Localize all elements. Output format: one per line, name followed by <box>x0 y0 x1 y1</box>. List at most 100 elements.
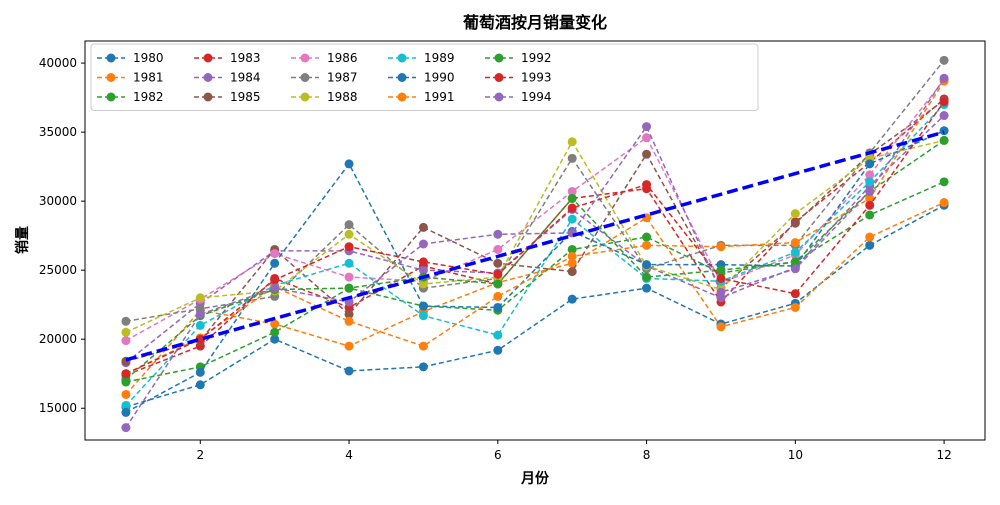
data-point <box>790 289 800 299</box>
data-point <box>418 265 428 275</box>
legend-label: 1984 <box>230 71 261 85</box>
data-point <box>195 293 205 303</box>
legend-label: 1985 <box>230 90 261 104</box>
data-point <box>270 258 280 268</box>
data-point <box>344 159 354 169</box>
data-point <box>567 294 577 304</box>
data-point <box>270 249 280 259</box>
legend-item-1982: 1982 <box>97 90 164 104</box>
data-point <box>567 244 577 254</box>
series-line <box>125 77 945 428</box>
data-point <box>790 264 800 274</box>
series-1991 <box>121 76 949 379</box>
data-point <box>270 275 280 285</box>
data-point <box>865 159 875 169</box>
legend-label: 1993 <box>521 71 552 85</box>
data-point <box>121 316 131 326</box>
x-tick-label: 8 <box>643 448 651 462</box>
series-1983 <box>121 94 949 380</box>
data-point <box>344 258 354 268</box>
series-1981 <box>121 198 949 399</box>
data-point <box>493 244 503 254</box>
x-tick-label: 12 <box>936 448 951 462</box>
series-1993 <box>121 97 949 379</box>
data-point <box>567 193 577 203</box>
legend-swatch-marker <box>397 92 407 102</box>
legend-swatch-marker <box>494 92 504 102</box>
data-point <box>344 366 354 376</box>
trend-line <box>125 130 945 362</box>
legend-item-1984: 1984 <box>194 71 261 85</box>
legend-swatch-marker <box>397 73 407 82</box>
legend-label: 1982 <box>133 90 164 104</box>
series-line <box>125 101 945 375</box>
data-point <box>344 242 354 252</box>
legend-item-1989: 1989 <box>388 51 455 65</box>
legend-item-1990: 1990 <box>388 71 455 85</box>
y-tick-label: 35000 <box>39 125 77 139</box>
data-point <box>939 198 949 208</box>
data-point <box>195 380 205 390</box>
legend-swatch-marker <box>106 53 116 63</box>
data-point <box>865 186 875 196</box>
data-point <box>716 265 726 275</box>
data-point <box>493 330 503 340</box>
data-point <box>195 320 205 330</box>
data-point <box>642 149 652 159</box>
legend-item-1992: 1992 <box>485 51 552 65</box>
data-point <box>567 267 577 277</box>
legend-item-1993: 1993 <box>485 71 552 85</box>
series-line <box>125 201 945 395</box>
legend-label: 1989 <box>424 51 455 65</box>
legend-swatch-marker <box>203 92 213 102</box>
legend-swatch-marker <box>106 73 116 82</box>
data-point <box>418 279 428 289</box>
data-point <box>195 367 205 377</box>
series-1989 <box>121 100 949 410</box>
legend-swatch-marker <box>203 73 213 82</box>
data-point <box>642 133 652 143</box>
y-tick-label: 20000 <box>39 332 77 346</box>
legend-item-1985: 1985 <box>194 90 261 104</box>
series-line <box>125 181 945 383</box>
data-point <box>270 283 280 293</box>
y-tick-label: 15000 <box>39 401 77 415</box>
y-tick-label: 30000 <box>39 194 77 208</box>
data-point <box>270 334 280 344</box>
data-point <box>121 407 131 417</box>
data-point <box>121 423 131 433</box>
y-tick-label: 25000 <box>39 263 77 277</box>
data-point <box>418 239 428 249</box>
data-point <box>121 369 131 379</box>
y-axis-label: 销量 <box>14 226 31 254</box>
data-point <box>790 218 800 228</box>
data-point <box>865 200 875 210</box>
legend-swatch-marker <box>106 92 116 102</box>
legend-swatch-marker <box>203 53 213 63</box>
data-point <box>270 319 280 329</box>
legend-item-1994: 1994 <box>485 90 552 104</box>
data-point <box>939 177 949 187</box>
legend-swatch-marker <box>300 92 310 102</box>
legend-label: 1987 <box>327 71 358 85</box>
data-point <box>418 341 428 351</box>
data-point <box>493 345 503 355</box>
legend-swatch-marker <box>300 73 310 82</box>
data-point <box>642 240 652 250</box>
data-point <box>493 269 503 279</box>
data-point <box>716 273 726 283</box>
legend-item-1980: 1980 <box>97 51 164 65</box>
data-point <box>567 137 577 147</box>
legend-item-1981: 1981 <box>97 71 164 85</box>
series-line <box>125 204 945 408</box>
data-point <box>567 214 577 224</box>
data-point <box>642 180 652 190</box>
data-point <box>121 336 131 346</box>
data-point <box>493 279 503 289</box>
data-point <box>418 222 428 232</box>
data-point <box>344 272 354 282</box>
data-point <box>418 301 428 311</box>
data-point <box>344 309 354 319</box>
